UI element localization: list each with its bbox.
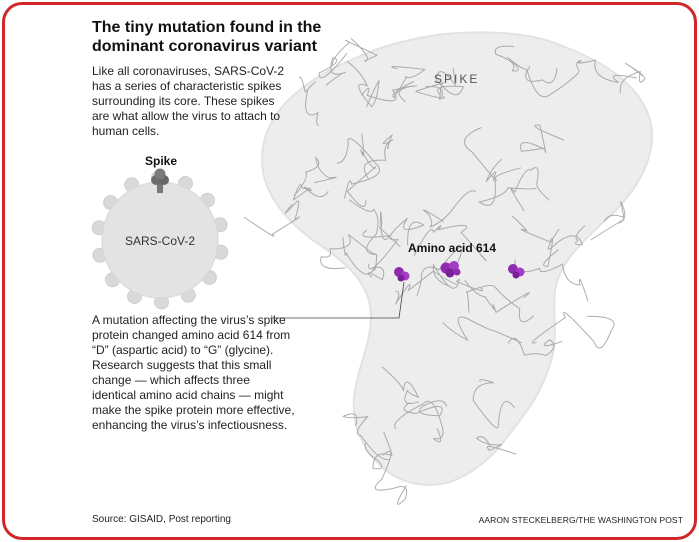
source-note: Source: GISAID, Post reporting: [92, 514, 231, 525]
protein-ribbon: [320, 234, 376, 270]
protein-ribbon: [363, 133, 394, 179]
protein-ribbon: [346, 60, 380, 108]
mutation-text: A mutation affecting the virus’s spike p…: [92, 313, 295, 432]
amino-acid-label: Amino acid 614: [408, 241, 496, 255]
protein-ribbon: [415, 82, 445, 101]
amino-marker-center: [440, 261, 461, 278]
protein-ribbon: [336, 138, 380, 199]
protein-ribbon: [590, 200, 626, 241]
spike-protein-label: SPIKE: [434, 72, 479, 86]
protein-ribbon: [243, 200, 300, 237]
credit-line: AARON STECKELBERG/THE WASHINGTON POST: [478, 515, 683, 525]
protein-ribbon: [299, 76, 319, 126]
protein-ribbon: [362, 211, 401, 248]
virus-name-label: SARS-CoV-2: [125, 234, 195, 248]
protein-ribbon: [510, 167, 550, 212]
protein-ribbon: [346, 133, 377, 208]
protein-ribbon: [547, 225, 586, 250]
protein-ribbon: [391, 66, 426, 99]
protein-ribbon: [342, 236, 385, 281]
protein-ribbon: [463, 127, 503, 183]
protein-ribbon: [520, 124, 565, 154]
protein-ribbons: [243, 38, 646, 505]
protein-ribbon: [331, 38, 378, 67]
protein-ribbon: [394, 270, 457, 305]
protein-ribbon: [342, 413, 391, 461]
virus-spikes: [91, 170, 229, 310]
protein-ribbon: [416, 246, 463, 297]
protein-ribbon: [423, 190, 477, 228]
protein-ribbon: [381, 366, 420, 404]
protein-ribbon: [514, 259, 589, 302]
protein-ribbon: [511, 215, 559, 267]
protein-ribbon: [525, 67, 580, 98]
virus-spike-label: Spike: [145, 154, 177, 168]
protein-ribbon: [475, 436, 517, 455]
protein-ribbon: [361, 85, 417, 103]
protein-ribbon: [507, 337, 563, 357]
spike-protein: [243, 31, 653, 505]
protein-ribbon: [368, 217, 425, 270]
protein-ribbon: [442, 316, 522, 344]
protein-ribbon: [403, 400, 448, 417]
protein-ribbon: [318, 52, 348, 86]
amino-marker-right: [508, 264, 525, 279]
protein-ribbon: [394, 400, 444, 443]
graphic-title: The tiny mutation found in the dominant …: [92, 19, 322, 55]
protein-ribbon: [465, 285, 535, 323]
protein-ribbon: [435, 67, 464, 96]
protein-ribbon: [464, 280, 530, 314]
protein-ribbon: [432, 263, 484, 292]
protein-ribbon: [472, 379, 515, 429]
intro-text: Like all coronaviruses, SARS-CoV-2 has a…: [92, 64, 285, 138]
amino-acid-614-markers: [394, 261, 525, 282]
protein-ribbon: [531, 311, 615, 349]
protein-ribbon: [413, 224, 487, 262]
leader-line: [270, 281, 405, 319]
protein-ribbon: [364, 431, 393, 470]
amino-marker-left: [394, 267, 410, 282]
highlighted-spike: [151, 168, 169, 193]
protein-ribbon: [619, 62, 646, 94]
protein-ribbon: [494, 45, 531, 72]
protein-ribbon: [374, 450, 408, 505]
protein-ribbon: [292, 184, 329, 201]
protein-ribbon: [576, 59, 638, 83]
protein-ribbon: [293, 156, 337, 197]
protein-ribbon: [348, 199, 379, 271]
virus-illustration: Spike SARS-CoV-2: [91, 154, 229, 310]
